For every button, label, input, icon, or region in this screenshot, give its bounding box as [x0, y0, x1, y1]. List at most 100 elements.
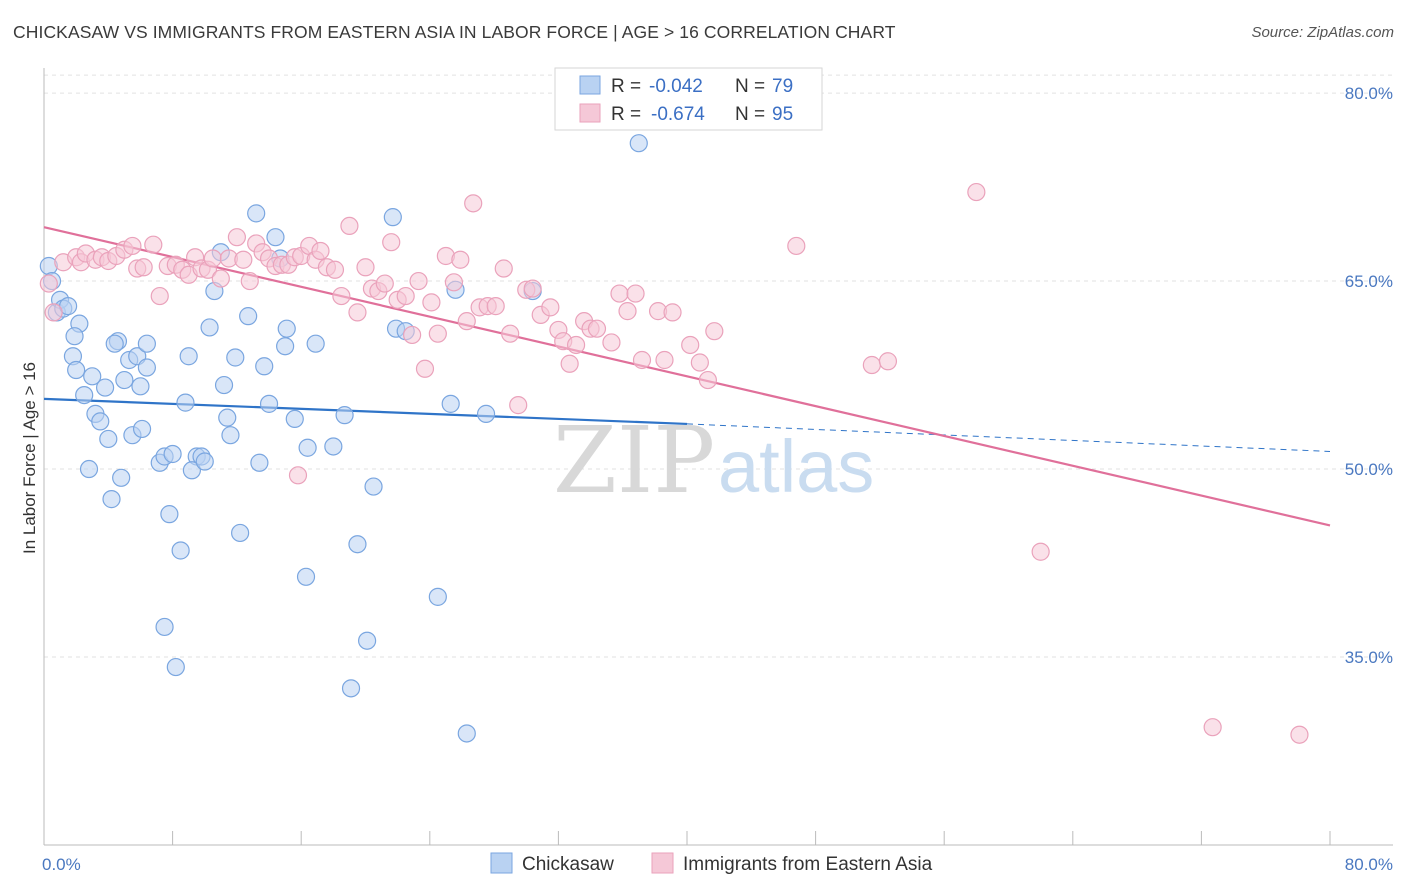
point-0-54: [259, 394, 279, 413]
point-0-34: [176, 393, 195, 412]
point-0-13: [95, 378, 115, 397]
point-0-57: [276, 337, 295, 356]
point-0-68: [364, 477, 383, 496]
point-0-20: [105, 334, 124, 353]
point-1-80: [610, 284, 629, 303]
point-0-28: [137, 334, 156, 353]
point-1-42: [332, 286, 351, 306]
point-0-78: [629, 134, 648, 153]
point-1-79: [602, 333, 621, 352]
point-1-91: [787, 236, 806, 256]
point-0-61: [296, 567, 316, 586]
y-tick-label-0: 35.0%: [1345, 648, 1393, 667]
trend-line-1: [43, 226, 1331, 527]
point-0-14: [99, 429, 118, 449]
legend-n-value-1: 95: [772, 104, 793, 125]
point-1-52: [403, 325, 422, 345]
point-1-56: [428, 324, 447, 343]
point-0-35: [179, 347, 198, 366]
point-0-62: [306, 334, 325, 353]
y-tick-label-1: 50.0%: [1345, 460, 1393, 479]
grid-lines: [44, 74, 1393, 658]
point-1-78: [587, 319, 607, 338]
source-credit: Source: ZipAtlas.com: [1251, 24, 1394, 41]
point-0-46: [218, 408, 237, 427]
point-1-1: [44, 303, 63, 322]
point-0-53: [255, 357, 274, 376]
legend-n-label-0: N =: [735, 76, 765, 97]
point-1-60: [457, 312, 476, 331]
point-0-58: [277, 319, 296, 338]
point-0-48: [226, 348, 245, 367]
point-0-26: [132, 419, 152, 439]
point-1-92: [862, 355, 881, 375]
point-0-47: [221, 426, 240, 445]
point-1-96: [1203, 718, 1222, 737]
point-0-76: [476, 404, 496, 423]
point-0-39: [195, 452, 214, 471]
point-0-8: [65, 327, 84, 346]
point-0-66: [358, 631, 377, 650]
point-0-21: [115, 370, 134, 390]
point-1-14: [144, 235, 163, 254]
point-0-10: [75, 385, 94, 405]
legend-r-value-0: -0.042: [649, 76, 703, 97]
point-0-18: [112, 468, 131, 487]
series-legend-label-eastern-asia: Immigrants from Eastern Asia: [683, 854, 933, 875]
point-1-90: [705, 322, 724, 341]
point-0-15: [83, 367, 102, 386]
point-1-65: [494, 259, 513, 278]
point-1-27: [234, 250, 253, 269]
point-1-87: [681, 335, 700, 355]
point-1-81: [618, 302, 637, 321]
point-1-39: [311, 241, 330, 261]
y-tick-labels: 35.0% 50.0% 65.0% 80.0%: [1345, 84, 1393, 667]
y-axis-label: In Labor Force | Age > 16: [20, 362, 39, 554]
point-1-86: [663, 303, 682, 322]
point-0-9: [67, 360, 86, 380]
point-1-55: [422, 293, 441, 312]
point-0-64: [335, 406, 354, 425]
point-0-16: [79, 459, 99, 479]
point-1-53: [409, 271, 428, 291]
point-0-25: [131, 377, 150, 396]
point-0-59: [285, 409, 304, 429]
point-1-13: [134, 258, 153, 277]
point-1-74: [560, 354, 579, 373]
point-0-52: [250, 453, 269, 472]
watermark: ZIP atlas: [553, 407, 874, 514]
point-1-89: [698, 370, 717, 390]
point-0-65: [348, 535, 367, 554]
point-0-12: [91, 412, 110, 431]
point-1-71: [541, 298, 560, 317]
point-1-48: [375, 274, 394, 293]
point-1-24: [211, 269, 230, 288]
point-0-75: [457, 724, 476, 743]
series-legend-swatch-chickasaw: [490, 852, 513, 874]
point-0-45: [214, 375, 234, 395]
x-tick-label-min: 0.0%: [42, 855, 81, 874]
point-0-55: [266, 228, 285, 247]
point-0-60: [298, 438, 317, 457]
point-0-63: [324, 437, 343, 456]
point-1-49: [382, 233, 401, 252]
point-1-64: [486, 297, 505, 316]
point-1-75: [566, 335, 586, 355]
point-0-37: [182, 461, 201, 480]
point-0-50: [239, 307, 258, 326]
point-0-49: [231, 523, 250, 543]
data-points: [39, 134, 1309, 744]
point-0-69: [383, 208, 402, 227]
point-1-83: [632, 350, 652, 370]
point-1-54: [415, 359, 435, 378]
point-1-61: [464, 194, 483, 213]
point-0-32: [160, 505, 179, 524]
point-0-42: [166, 657, 185, 677]
x-tick-labels: 0.0% 80.0%: [42, 855, 1393, 874]
series-legend-label-chickasaw: Chickasaw: [522, 854, 614, 875]
point-1-98: [288, 466, 308, 485]
point-1-15: [150, 286, 169, 306]
trend-line-extension-0: [686, 423, 1331, 452]
point-1-41: [325, 260, 345, 279]
